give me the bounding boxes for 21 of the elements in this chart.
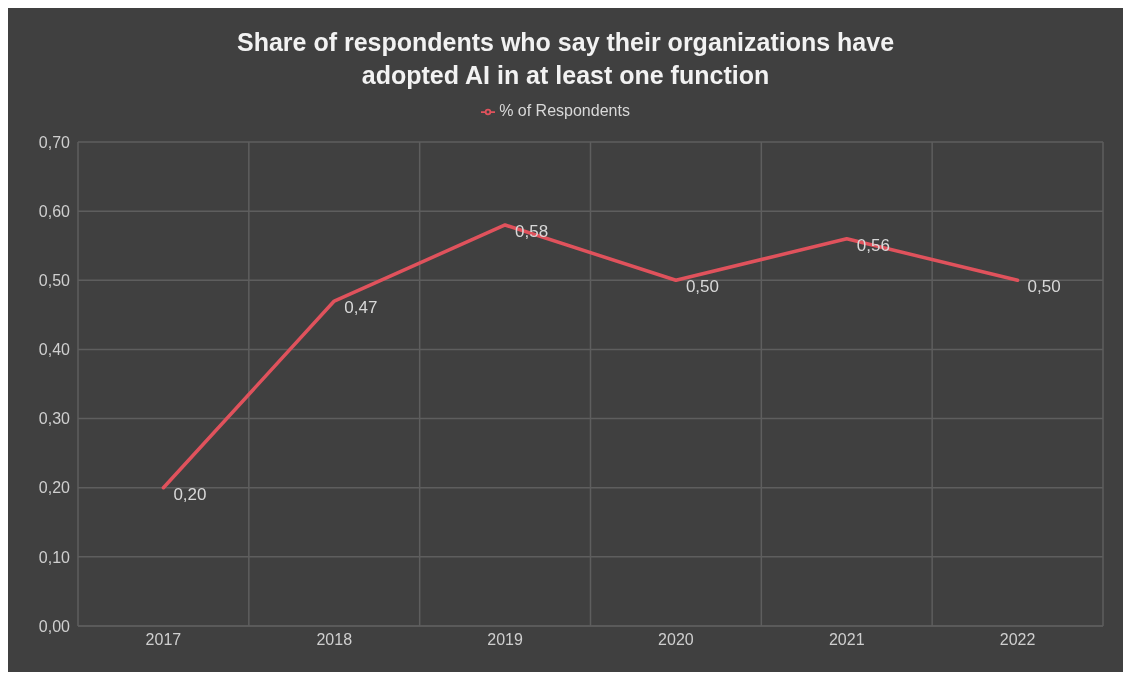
data-label: 0,50 [685,277,720,297]
y-tick-label: 0,60 [38,202,71,220]
x-tick-label: 2019 [487,631,523,649]
x-tick-label: 2018 [316,631,353,649]
y-tick-label: 0,10 [38,548,71,566]
data-label: 0,47 [344,298,378,318]
x-tick-label: 2021 [828,631,865,649]
x-tick-label: 2022 [999,631,1036,649]
x-tick-label: 2017 [145,631,182,649]
y-tick-label: 0,50 [38,271,71,289]
data-label: 0,20 [173,484,207,504]
x-tick-label: 2020 [658,631,694,649]
data-label: 0,50 [1027,277,1061,297]
y-tick-label: 0,40 [38,341,71,359]
y-tick-label: 0,00 [38,617,71,635]
y-tick-label: 0,30 [38,410,71,428]
y-tick-label: 0,70 [38,133,71,151]
y-tick-label: 0,20 [38,479,71,497]
legend-label: % of Respondents [499,102,630,119]
line-series [161,223,1020,490]
chart-title: Share of respondents who say their organizations have adopted AI in at least one function [235,27,896,91]
